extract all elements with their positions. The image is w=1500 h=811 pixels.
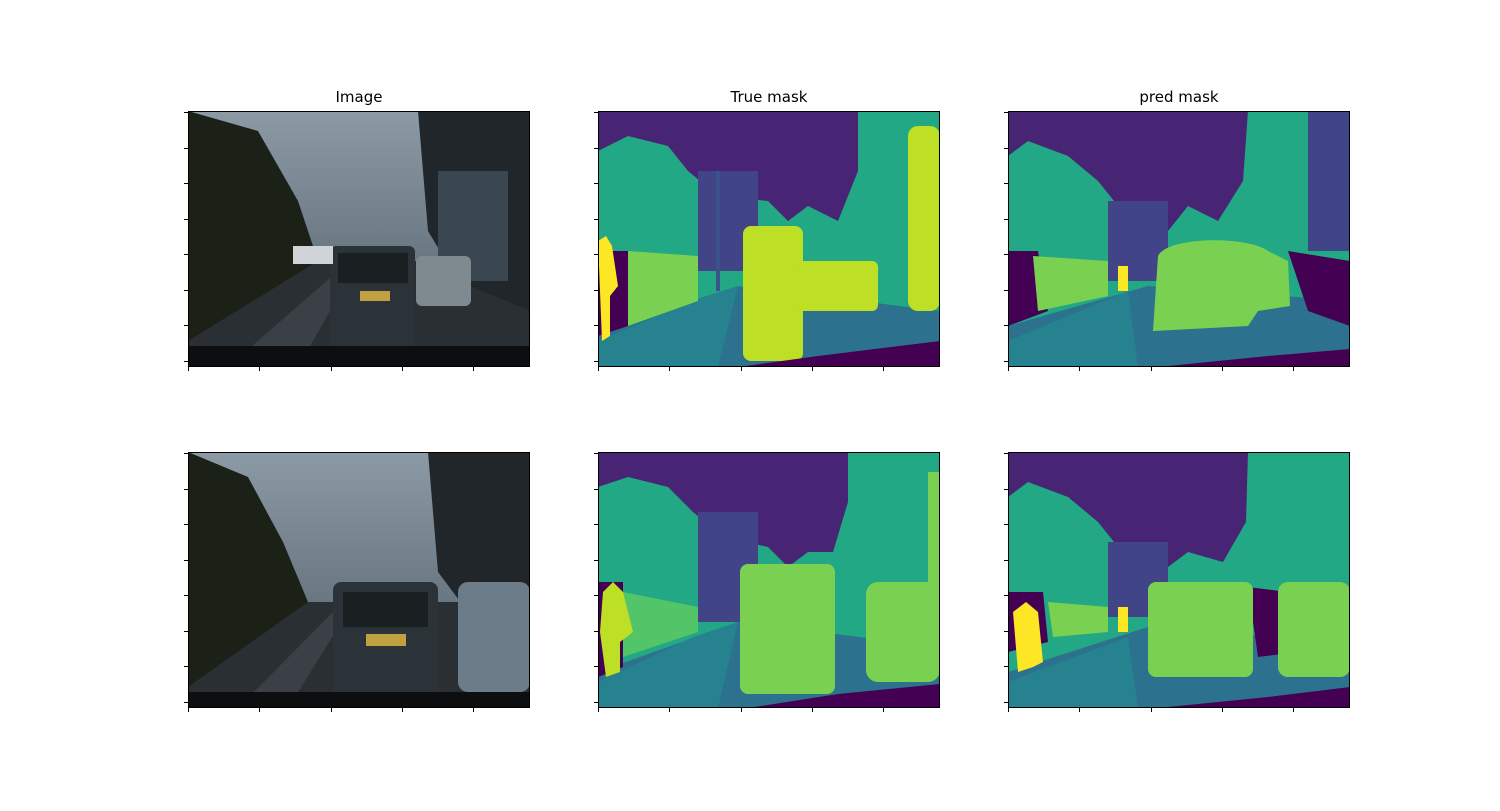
y-tick [594, 183, 598, 184]
x-tick [811, 708, 813, 712]
y-tick [1004, 254, 1008, 255]
y-tick [1004, 112, 1008, 113]
y-tick [184, 559, 188, 561]
x-tick [740, 367, 742, 371]
y-tick [184, 666, 188, 667]
y-tick [1004, 524, 1008, 525]
y-tick [1004, 701, 1008, 703]
x-tick [401, 708, 403, 712]
image-column-title: Image [335, 88, 383, 106]
y-tick [594, 289, 598, 291]
x-tick [1221, 708, 1223, 712]
y-tick [184, 524, 188, 525]
y-tick [184, 183, 188, 184]
pred-mask-row-2 [1008, 452, 1350, 708]
y-tick [1004, 360, 1008, 362]
y-tick [184, 701, 188, 703]
y-tick [1004, 559, 1008, 561]
x-tick [473, 708, 475, 712]
y-tick [594, 630, 598, 632]
true-mask-column-title: True mask [730, 88, 808, 106]
y-tick [184, 254, 188, 255]
y-tick [1004, 147, 1008, 149]
y-tick [594, 595, 598, 596]
x-tick [188, 708, 189, 712]
y-tick [594, 254, 598, 255]
y-tick [1004, 218, 1008, 220]
y-tick [1004, 453, 1008, 454]
x-tick [188, 367, 189, 371]
x-tick [401, 367, 403, 371]
y-tick [594, 701, 598, 703]
y-tick [594, 559, 598, 561]
street-photo-row-1 [188, 111, 530, 367]
y-tick [184, 147, 188, 149]
y-tick [184, 630, 188, 632]
pred-mask-column-title: pred mask [1139, 88, 1219, 106]
x-tick [1008, 708, 1009, 712]
x-tick [1079, 367, 1081, 371]
y-tick [184, 112, 188, 113]
x-tick [1150, 708, 1152, 712]
y-tick [594, 360, 598, 362]
y-tick [594, 218, 598, 220]
x-tick [883, 367, 885, 371]
y-tick [594, 666, 598, 667]
y-tick [594, 112, 598, 113]
y-tick [184, 218, 188, 220]
x-tick [259, 708, 261, 712]
x-tick [1293, 367, 1295, 371]
street-photo-row-2 [188, 452, 530, 708]
y-tick [594, 524, 598, 525]
y-tick [184, 289, 188, 291]
x-tick [330, 367, 332, 371]
y-tick [1004, 630, 1008, 632]
y-tick [184, 488, 188, 490]
y-tick [594, 147, 598, 149]
x-tick [330, 708, 332, 712]
true-mask-row-1 [598, 111, 940, 367]
y-tick [594, 325, 598, 326]
y-tick [1004, 666, 1008, 667]
x-tick [740, 708, 742, 712]
y-tick [184, 360, 188, 362]
x-tick [811, 367, 813, 371]
x-tick [1293, 708, 1295, 712]
x-tick [883, 708, 885, 712]
x-tick [598, 708, 599, 712]
x-tick [669, 708, 671, 712]
x-tick [473, 367, 475, 371]
pred-mask-row-1 [1008, 111, 1350, 367]
y-tick [1004, 488, 1008, 490]
y-tick [594, 488, 598, 490]
y-tick [1004, 183, 1008, 184]
x-tick [598, 367, 599, 371]
x-tick [1079, 708, 1081, 712]
true-mask-row-2 [598, 452, 940, 708]
y-tick [184, 595, 188, 596]
x-tick [1008, 367, 1009, 371]
y-tick [184, 325, 188, 326]
y-tick [1004, 289, 1008, 291]
y-tick [1004, 325, 1008, 326]
x-tick [259, 367, 261, 371]
y-tick [1004, 595, 1008, 596]
x-tick [1221, 367, 1223, 371]
x-tick [1150, 367, 1152, 371]
x-tick [669, 367, 671, 371]
y-tick [594, 453, 598, 454]
y-tick [184, 453, 188, 454]
